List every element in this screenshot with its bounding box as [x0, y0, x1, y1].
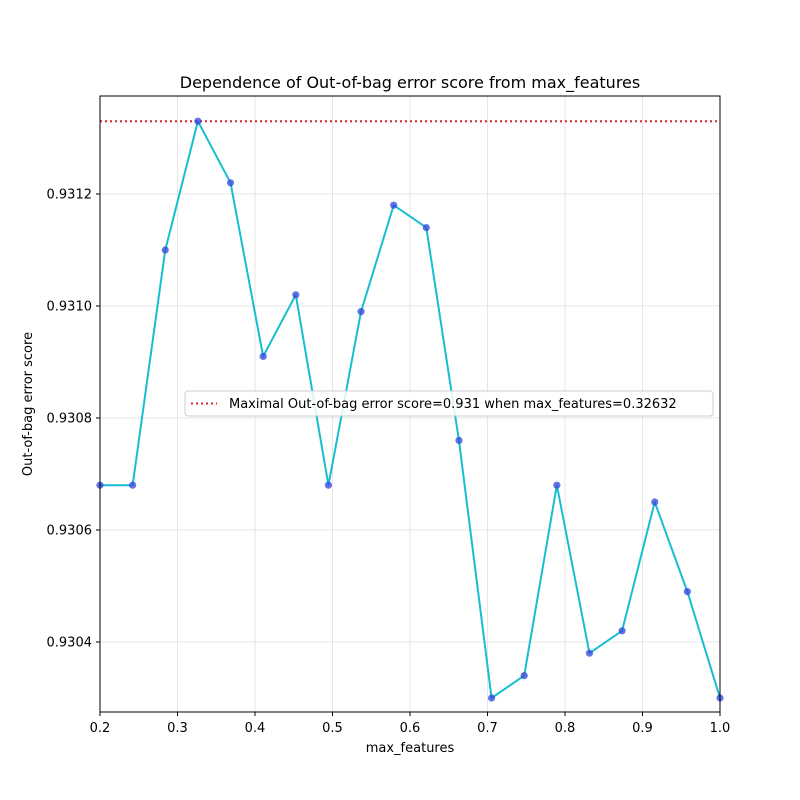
y-tick-label: 0.9308 [47, 412, 93, 427]
data-point [194, 117, 202, 125]
data-point [553, 481, 561, 489]
data-point [487, 694, 496, 702]
y-axis: 0.9304 0.9306 0.9308 0.9310 0.9312 [47, 188, 100, 651]
x-axis-label: max_features [366, 741, 455, 756]
y-tick-label: 0.9310 [47, 300, 93, 315]
y-tick-label: 0.9304 [47, 636, 93, 651]
data-point [357, 308, 365, 316]
x-tick-label: 0.4 [245, 721, 266, 736]
legend: Maximal Out-of-bag error score=0.931 whe… [184, 390, 714, 417]
data-point [129, 481, 137, 489]
x-tick-label: 0.8 [555, 721, 576, 736]
x-tick-label: 0.3 [167, 721, 188, 736]
data-point [292, 291, 300, 299]
x-tick-label: 1.0 [710, 721, 731, 736]
legend-box [184, 390, 714, 417]
x-tick-label: 0.6 [400, 721, 421, 736]
data-point [161, 246, 169, 254]
y-tick-label: 0.9306 [47, 524, 93, 539]
data-point [683, 588, 691, 596]
data-point [390, 201, 398, 209]
x-tick-label: 0.2 [90, 721, 111, 736]
data-point [324, 481, 333, 489]
data-point [520, 672, 528, 680]
y-tick-label: 0.9312 [47, 188, 93, 203]
data-point [585, 649, 594, 657]
chart-title: Dependence of Out-of-bag error score fro… [180, 73, 640, 93]
legend-reference-line-label: Maximal Out-of-bag error score=0.931 whe… [229, 397, 677, 412]
data-point [651, 498, 659, 506]
data-point [259, 352, 267, 360]
x-tick-label: 0.7 [477, 721, 498, 736]
series-line [100, 120, 721, 699]
data-point [226, 179, 235, 187]
y-axis-label: Out-of-bag error score [21, 332, 36, 476]
x-tick-label: 0.9 [632, 721, 653, 736]
data-point [422, 224, 430, 232]
data-point [618, 627, 626, 635]
x-tick-label: 0.5 [322, 721, 343, 736]
data-point [455, 436, 463, 444]
plot-area [96, 117, 724, 702]
x-axis: 0.2 0.3 0.4 0.5 0.6 0.7 0.8 0.9 1.0 [90, 712, 731, 736]
